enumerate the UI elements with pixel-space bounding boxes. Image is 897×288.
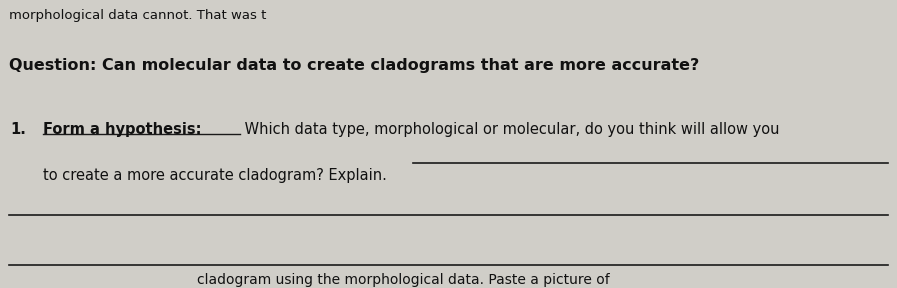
- Text: Which data type, morphological or molecular, do you think will allow you: Which data type, morphological or molecu…: [240, 122, 779, 137]
- Text: morphological data cannot. That was t: morphological data cannot. That was t: [9, 9, 266, 22]
- Text: 1.: 1.: [11, 122, 27, 137]
- Text: to create a more accurate cladogram? Explain.: to create a more accurate cladogram? Exp…: [43, 168, 387, 183]
- Text: Form a hypothesis:: Form a hypothesis:: [43, 122, 202, 137]
- Text: Question: Can molecular data to create cladograms that are more accurate?: Question: Can molecular data to create c…: [9, 58, 700, 73]
- Text: cladogram using the morphological data. Paste a picture of: cladogram using the morphological data. …: [197, 272, 610, 287]
